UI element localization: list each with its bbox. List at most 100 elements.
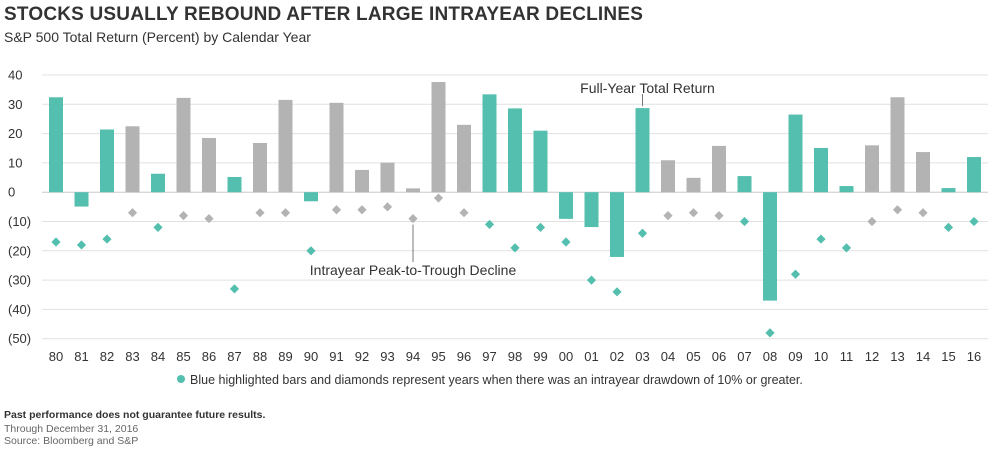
x-tick-label: 86 bbox=[202, 349, 216, 364]
x-tick-label: 84 bbox=[151, 349, 165, 364]
diamond-82 bbox=[102, 234, 112, 244]
annotation-full-year: Full-Year Total Return bbox=[580, 80, 715, 96]
x-tick-label: 93 bbox=[380, 349, 394, 364]
bar-08 bbox=[763, 192, 777, 301]
diamond-14 bbox=[918, 208, 928, 218]
bar-04 bbox=[661, 160, 675, 193]
bars bbox=[49, 82, 981, 301]
bar-90 bbox=[304, 192, 318, 202]
x-tick-label: 89 bbox=[278, 349, 292, 364]
diamond-98 bbox=[510, 243, 520, 253]
x-tick-label: 88 bbox=[253, 349, 267, 364]
x-tick-label: 92 bbox=[355, 349, 369, 364]
y-tick-label: (40) bbox=[8, 302, 31, 317]
bar-15 bbox=[941, 188, 956, 193]
diamond-99 bbox=[535, 222, 546, 232]
bar-80 bbox=[49, 97, 63, 193]
bar-02 bbox=[610, 192, 624, 257]
diamond-03 bbox=[637, 228, 648, 238]
diamonds bbox=[51, 193, 979, 338]
bar-98 bbox=[508, 108, 522, 193]
chart-subtitle: S&P 500 Total Return (Percent) by Calend… bbox=[4, 29, 311, 45]
diamond-97 bbox=[484, 219, 495, 230]
bar-84 bbox=[151, 173, 165, 193]
diamond-85 bbox=[178, 211, 189, 221]
bar-82 bbox=[100, 129, 114, 193]
bar-92 bbox=[355, 169, 369, 193]
diamond-95 bbox=[433, 193, 444, 203]
x-tick-label: 98 bbox=[508, 349, 522, 364]
through-date: Through December 31, 2016 bbox=[4, 423, 139, 435]
bar-97 bbox=[482, 94, 497, 193]
diamond-83 bbox=[127, 208, 138, 218]
x-tick-label: 03 bbox=[635, 349, 649, 364]
bar-05 bbox=[686, 177, 701, 193]
x-tick-label: 85 bbox=[176, 349, 190, 364]
x-tick-label: 06 bbox=[712, 349, 726, 364]
x-tick-label: 05 bbox=[686, 349, 700, 364]
bar-chart: 40 30 20 10 0 (10) (20) (30) (40) (50) 80 81 82 83 84… bbox=[8, 68, 988, 364]
bar-81 bbox=[74, 192, 89, 207]
chart-title: STOCKS USUALLY REBOUND AFTER LARGE INTRA… bbox=[4, 4, 644, 25]
diamond-16 bbox=[969, 216, 979, 227]
bar-88 bbox=[253, 142, 267, 193]
source-note: Source: Bloomberg and S&P bbox=[4, 435, 139, 447]
y-tick-label: 40 bbox=[8, 68, 22, 83]
diamond-09 bbox=[790, 269, 801, 279]
x-tick-label: 96 bbox=[457, 349, 471, 364]
disclaimer: Past performance does not guarantee futu… bbox=[4, 409, 266, 421]
x-tick-label: 13 bbox=[890, 349, 904, 364]
x-tick-label: 07 bbox=[737, 349, 751, 364]
diamond-94 bbox=[408, 213, 418, 224]
x-tick-label: 16 bbox=[967, 349, 981, 364]
diamond-88 bbox=[255, 208, 265, 218]
x-tick-label: 10 bbox=[814, 349, 828, 364]
y-tick-label: (30) bbox=[8, 273, 31, 288]
x-tick-label: 87 bbox=[227, 349, 241, 364]
diamond-81 bbox=[76, 240, 87, 250]
bar-86 bbox=[202, 137, 216, 193]
y-tick-label: (10) bbox=[8, 214, 31, 229]
x-tick-label: 83 bbox=[125, 349, 139, 364]
bar-87 bbox=[227, 176, 242, 193]
legend-text: Blue highlighted bars and diamonds repre… bbox=[190, 373, 803, 387]
x-tick-label: 02 bbox=[610, 349, 624, 364]
diamond-00 bbox=[561, 237, 571, 247]
y-tick-label: 30 bbox=[8, 97, 22, 112]
diamond-96 bbox=[459, 208, 469, 218]
bar-95 bbox=[431, 82, 446, 193]
x-tick-label: 12 bbox=[865, 349, 879, 364]
diamond-91 bbox=[331, 205, 342, 215]
y-tick-label: (20) bbox=[8, 243, 31, 258]
y-tick-label: 10 bbox=[8, 155, 22, 170]
legend: Blue highlighted bars and diamonds repre… bbox=[177, 373, 803, 387]
bar-12 bbox=[865, 145, 879, 193]
diamond-90 bbox=[306, 246, 316, 256]
y-tick-label: 20 bbox=[8, 126, 22, 141]
bar-93 bbox=[380, 162, 395, 193]
x-tick-label: 11 bbox=[840, 349, 854, 364]
bar-10 bbox=[814, 147, 828, 193]
x-tick-label: 14 bbox=[916, 349, 930, 364]
diamond-01 bbox=[586, 275, 597, 285]
y-tick-label: (50) bbox=[8, 331, 31, 346]
diamond-12 bbox=[867, 216, 877, 227]
x-tick-label: 00 bbox=[559, 349, 573, 364]
bar-00 bbox=[559, 192, 573, 219]
bar-96 bbox=[457, 124, 471, 193]
bar-14 bbox=[916, 152, 930, 193]
x-tick-label: 95 bbox=[431, 349, 445, 364]
bar-07 bbox=[737, 176, 752, 193]
x-tick-label: 81 bbox=[74, 349, 88, 364]
x-tick-label: 01 bbox=[584, 349, 598, 364]
x-tick-label: 04 bbox=[661, 349, 675, 364]
bar-94 bbox=[406, 188, 420, 193]
diamond-06 bbox=[714, 211, 724, 221]
annotations: Full-Year Total Return Intrayear Peak-to-… bbox=[310, 80, 715, 278]
x-tick-label: 09 bbox=[788, 349, 802, 364]
x-tick-label: 15 bbox=[941, 349, 955, 364]
bar-11 bbox=[839, 186, 854, 193]
x-tick-label: 08 bbox=[763, 349, 777, 364]
diamond-93 bbox=[382, 202, 393, 212]
diamond-08 bbox=[765, 328, 775, 338]
